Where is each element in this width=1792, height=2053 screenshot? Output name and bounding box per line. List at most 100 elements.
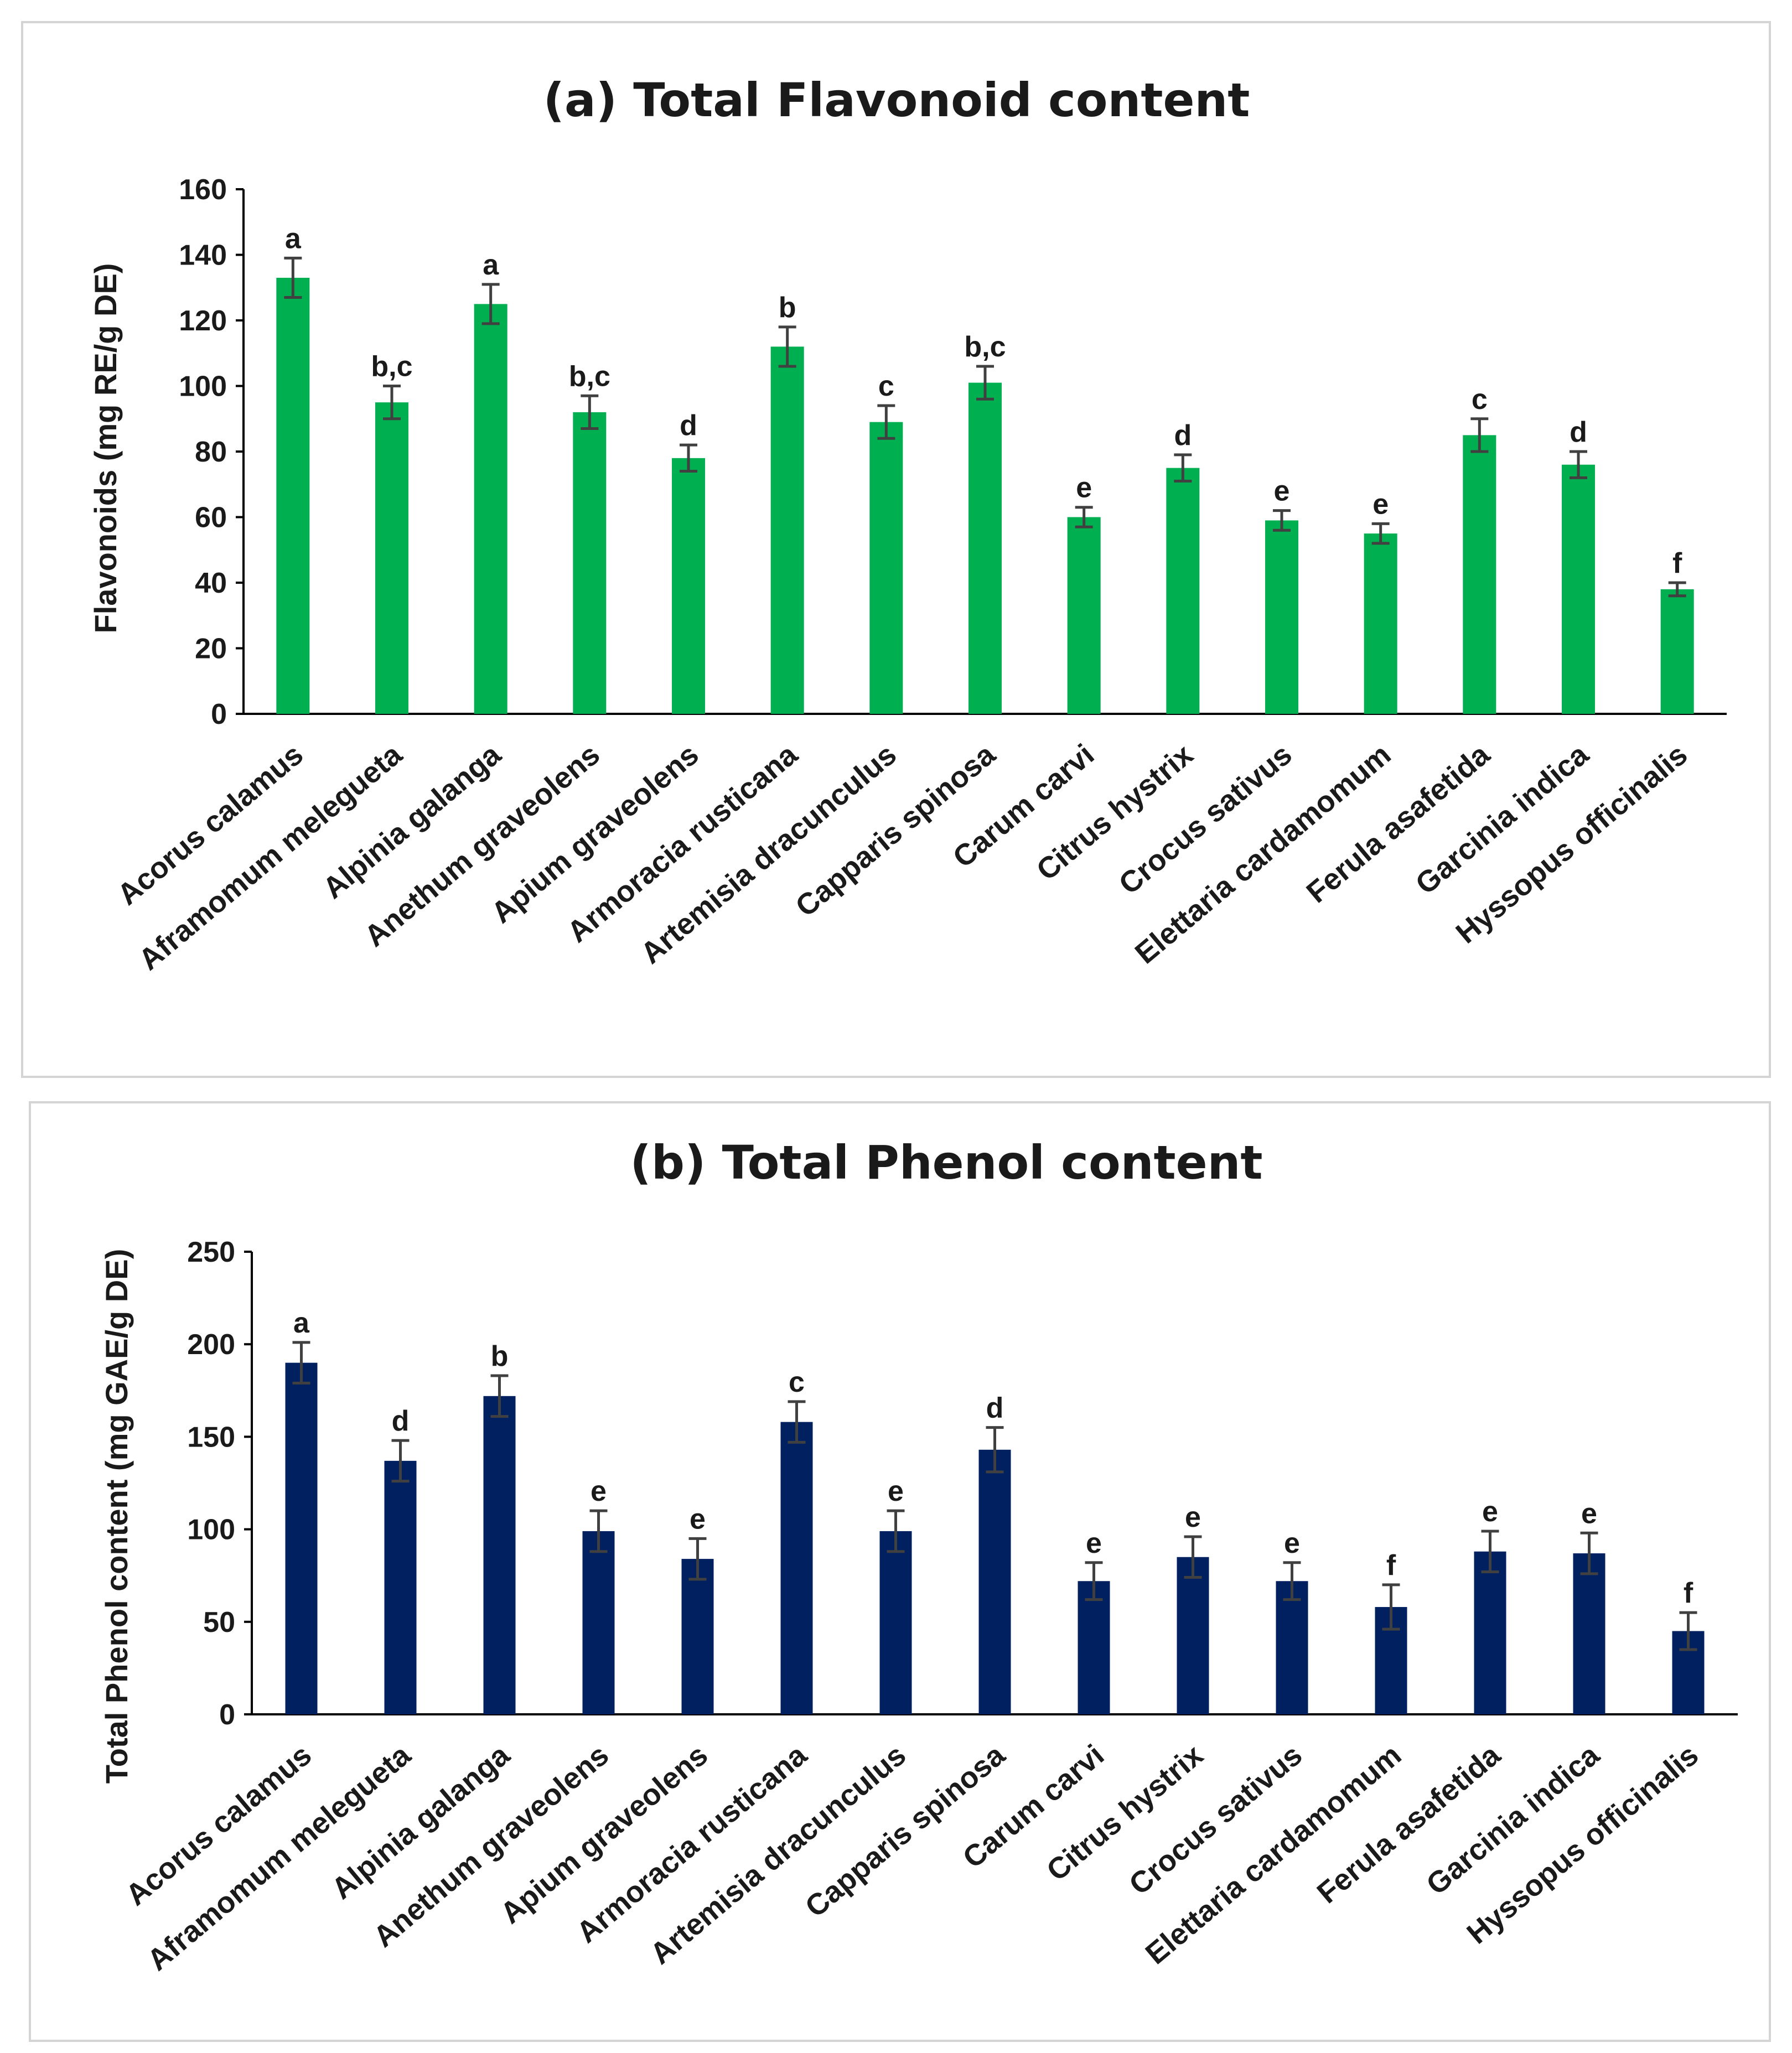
phenol-bar [582,1531,615,1714]
phenol-bar [384,1460,417,1714]
flavonoid-error-bar [383,385,401,421]
flavonoid-significance-letter: f [1672,547,1682,579]
phenol-error-bar [1382,1583,1400,1631]
phenol-error-bar [1580,1531,1598,1575]
phenol-significance-letter: d [986,1392,1004,1424]
phenol-significance-letter: e [690,1503,706,1535]
flavonoid-y-tick-label: 120 [179,305,227,337]
phenol-chart-title: (b) Total Phenol content [630,1136,1262,1190]
flavonoid-y-tick-label: 0 [211,698,227,730]
phenol-error-bar [788,1400,806,1444]
flavonoid-significance-letter: d [1570,416,1587,448]
flavonoid-y-tick-label: 60 [195,502,227,534]
flavonoid-significance-letter: e [1274,475,1290,507]
flavonoid-bar [1660,589,1694,714]
phenol-significance-letter: b [491,1340,509,1372]
phenol-error-bar [688,1537,707,1581]
phenol-significance-letter: a [293,1307,310,1339]
flavonoid-significance-letter: c [1472,383,1488,416]
flavonoid-significance-letter: e [1076,472,1092,504]
flavonoid-error-bar [581,394,599,431]
phenol-significance-letter: e [1086,1527,1102,1559]
flavonoid-error-bar [1570,450,1587,479]
phenol-bar [1276,1581,1308,1714]
flavonoid-chart-title: (a) Total Flavonoid content [543,73,1250,127]
flavonoid-bar [1562,464,1595,714]
flavonoid-y-tick-label: 80 [195,436,227,468]
flavonoid-y-axis-label: Flavonoids (mg RE/g DE) [88,263,123,634]
flavonoid-significance-letter: a [483,249,499,281]
phenol-error-bar [986,1426,1004,1474]
phenol-error-bar [292,1341,310,1385]
phenol-error-bar [490,1374,509,1418]
flavonoid-category-label: Ferula asafetida [1301,738,1496,910]
phenol-bar [483,1396,516,1714]
phenol-bar [681,1559,714,1714]
phenol-bar [1474,1551,1506,1714]
phenol-bar [1177,1557,1209,1714]
phenol-significance-letter: f [1386,1549,1396,1582]
phenol-category-label: Ferula asafetida [1311,1738,1507,1910]
flavonoid-error-bar [1273,509,1291,532]
phenol-bar [1573,1553,1605,1714]
phenol-significance-letter: e [591,1475,607,1507]
flavonoid-error-bar [1470,417,1489,453]
flavonoid-error-bar [1668,581,1686,598]
flavonoid-bar [770,346,804,714]
flavonoid-bar [1166,468,1200,714]
flavonoid-significance-letter: a [285,222,302,255]
phenol-category-label: Garcinia indica [1420,1738,1606,1901]
flavonoid-error-bar [1075,506,1093,528]
phenol-significance-letter: e [888,1475,904,1507]
flavonoid-bar [672,458,705,714]
flavonoid-error-bar [481,283,500,325]
phenol-category-label: Crocus sativus [1123,1738,1308,1901]
flavonoid-significance-letter: b,c [569,360,610,392]
flavonoid-y-tick-label: 160 [179,174,227,206]
flavonoid-bar [869,422,903,714]
phenol-significance-letter: e [1581,1497,1597,1530]
phenol-significance-letter: c [789,1366,805,1398]
phenol-bar [780,1422,813,1714]
flavonoid-significance-letter: e [1373,488,1389,520]
flavonoid-significance-letter: b,c [371,351,412,383]
flavonoid-bar [375,402,408,714]
flavonoid-error-bar [877,404,895,440]
phenol-bar [879,1531,912,1714]
flavonoid-bar [1364,533,1397,714]
phenol-error-bar [1184,1535,1202,1579]
flavonoid-category-label: Garcinia indica [1410,738,1596,901]
phenol-y-tick-label: 250 [187,1236,235,1268]
flavonoid-significance-letter: b [779,292,796,324]
flavonoid-error-bar [1371,522,1390,545]
phenol-y-tick-label: 200 [187,1329,235,1361]
phenol-y-axis-label: Total Phenol content (mg GAE/g DE) [99,1249,134,1784]
phenol-error-bar [1283,1561,1301,1601]
flavonoid-error-bar [1174,453,1192,483]
phenol-bar [1078,1581,1110,1714]
phenol-bar [285,1362,318,1714]
flavonoid-significance-letter: b,c [964,331,1006,363]
phenol-significance-letter: f [1684,1577,1693,1609]
flavonoid-category-label: Crocus sativus [1113,738,1298,901]
phenol-category-label: Alpinia galanga [325,1738,516,1906]
flavonoid-y-tick-label: 100 [179,371,227,403]
phenol-error-bar [887,1509,905,1553]
phenol-significance-letter: e [1284,1527,1300,1559]
phenol-bar [978,1449,1011,1714]
phenol-y-tick-label: 50 [203,1606,235,1639]
flavonoid-bar [968,382,1002,714]
flavonoid-significance-letter: c [878,370,894,402]
phenol-error-bar [1481,1530,1499,1574]
phenol-error-bar [589,1509,608,1553]
flavonoid-error-bar [778,325,796,368]
flavonoid-bar [1265,520,1298,714]
flavonoid-bar [474,304,507,714]
phenol-significance-letter: d [392,1405,410,1437]
flavonoid-bar [276,277,310,714]
flavonoid-error-bar [284,256,302,299]
flavonoid-significance-letter: d [1174,419,1192,452]
